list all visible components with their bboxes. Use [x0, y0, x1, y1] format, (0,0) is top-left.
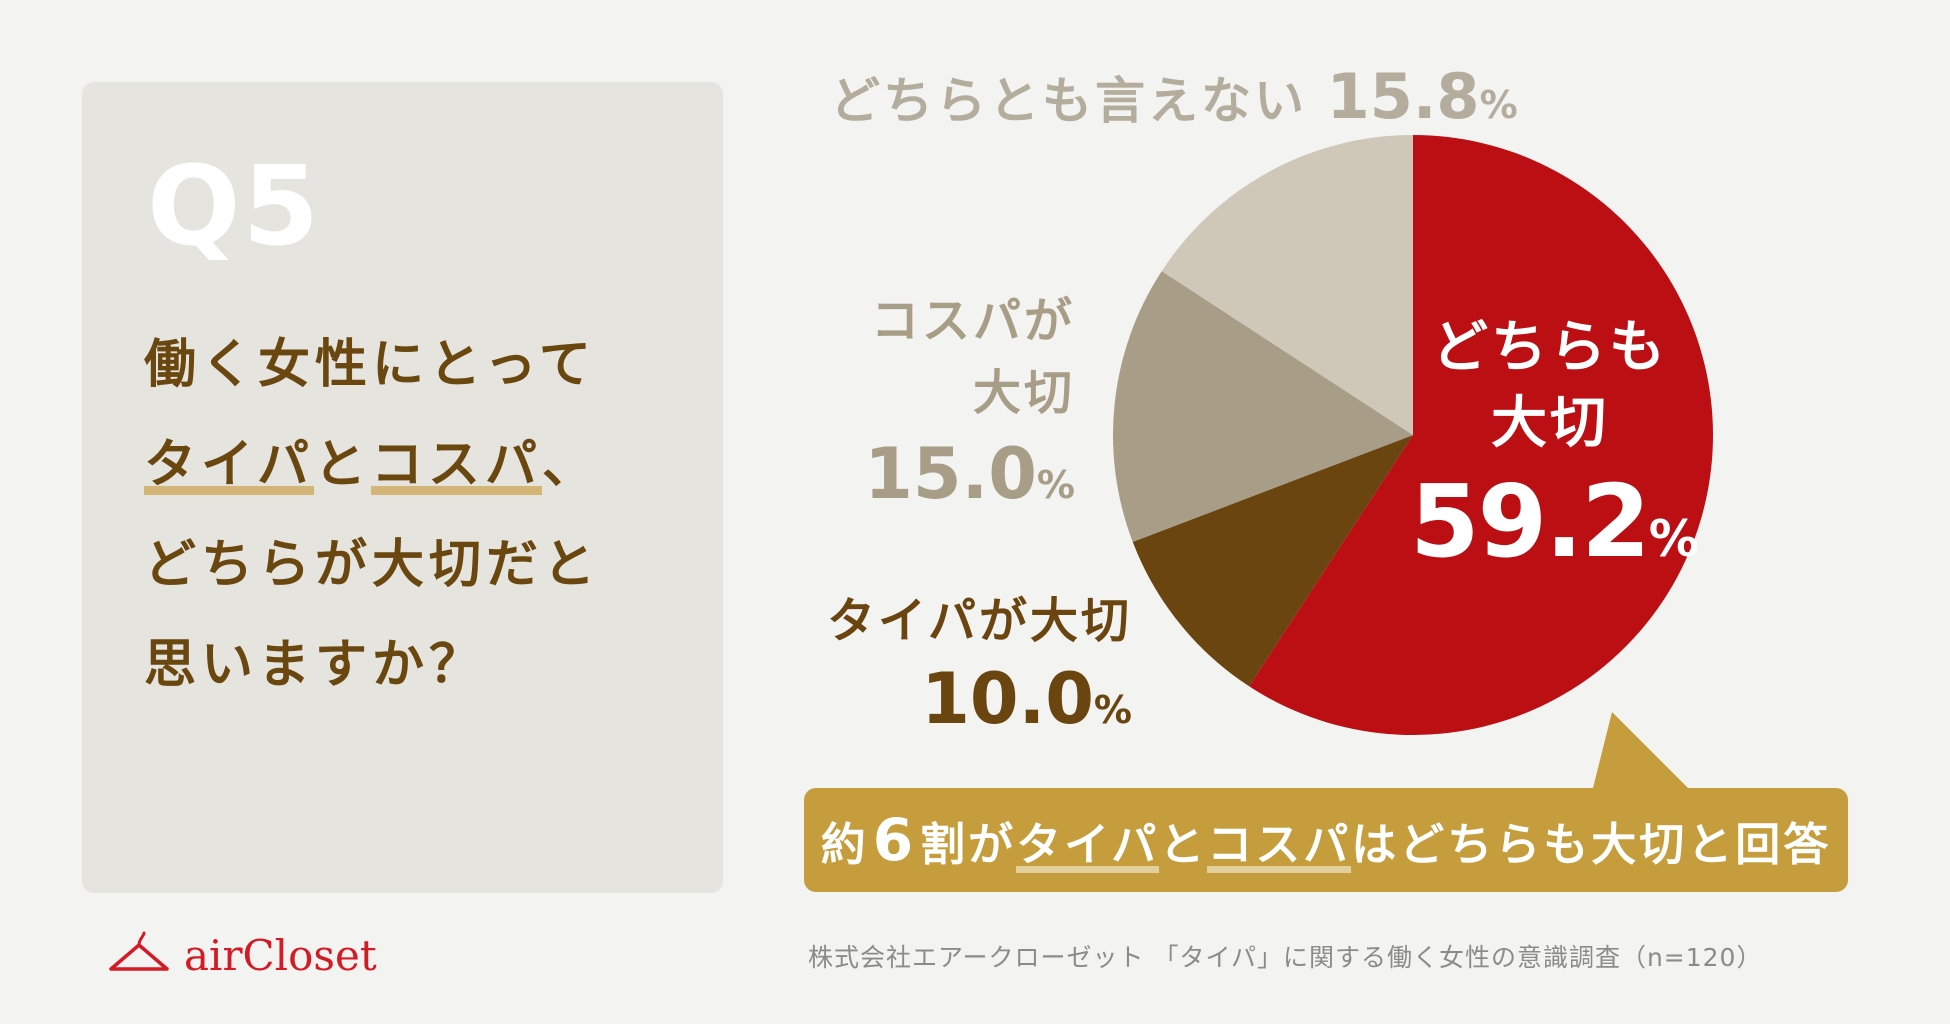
label-taipa-text: タイパが大切 — [826, 593, 1132, 649]
callout-part-1: 約 — [820, 817, 869, 871]
label-cospa-line2: 大切 — [972, 365, 1075, 421]
question-number: Q5 — [147, 142, 322, 270]
aircloset-logo: airCloset — [108, 925, 377, 985]
label-cospa-value: 15.0 — [864, 433, 1037, 515]
label-cospa-pct: % — [1036, 463, 1075, 507]
label-cospa-line1: コスパが — [870, 293, 1075, 349]
summary-callout: 約 6 割が タイパとコスパ はどちらも大切と回答 — [804, 788, 1848, 892]
callout-number: 6 — [872, 806, 917, 874]
pie-slice-taipa — [1132, 435, 1413, 687]
label-both-line1: どちらも — [1432, 315, 1668, 380]
pie-slice-cospa — [1113, 271, 1413, 542]
callout-part-5: と — [1159, 817, 1208, 871]
question-panel: Q5 働く女性にとって タイパとコスパ、 どちらが大切だと 思いますか？ — [82, 82, 723, 893]
pie-slice-both — [1249, 135, 1713, 735]
callout-keyword-cospa: コスパ — [1207, 808, 1351, 873]
label-both-value: 59.2 — [1410, 463, 1651, 580]
question-line-2-particle: と — [313, 435, 371, 495]
callout-pointer — [1590, 712, 1700, 800]
callout-part-7: はどちらも大切と回答 — [1351, 817, 1832, 871]
label-cospa: コスパが 大切 15.0% — [850, 285, 1075, 530]
label-both-line2: 大切 — [1491, 391, 1609, 456]
label-neither: どちらとも言えない 15.8% — [830, 60, 1518, 133]
pie-slice-neither — [1161, 135, 1413, 435]
label-taipa-value: 10.0 — [921, 658, 1094, 740]
source-note: 株式会社エアークローゼット 「タイパ」に関する働く女性の意識調査（n=120） — [808, 943, 1763, 972]
question-line-3: どちらが大切だと — [144, 535, 601, 595]
label-neither-pct: % — [1479, 83, 1518, 127]
keyword-cospa: コスパ — [370, 435, 542, 495]
callout-part-3: 割が — [920, 817, 1017, 871]
label-both: どちらも 大切 59.2% — [1410, 310, 1699, 599]
label-taipa-pct: % — [1093, 688, 1132, 732]
question-line-2-comma: 、 — [542, 435, 600, 495]
summary-callout-text: 約 6 割が タイパとコスパ はどちらも大切と回答 — [804, 788, 1848, 892]
label-neither-text: どちらとも言えない — [830, 72, 1307, 130]
question-line-2: タイパとコスパ、 — [144, 422, 599, 497]
logo-text: airCloset — [184, 930, 377, 980]
question-line-4: 思いますか？ — [144, 635, 487, 695]
label-both-pct: % — [1648, 510, 1699, 568]
question-line-1: 働く女性にとって — [144, 335, 596, 395]
hanger-icon — [109, 931, 169, 971]
label-neither-value: 15.8 — [1326, 60, 1480, 133]
label-taipa: タイパが大切 10.0% — [800, 588, 1132, 755]
callout-keyword-taipa: タイパ — [1016, 808, 1159, 873]
keyword-taipa: タイパ — [144, 435, 314, 495]
